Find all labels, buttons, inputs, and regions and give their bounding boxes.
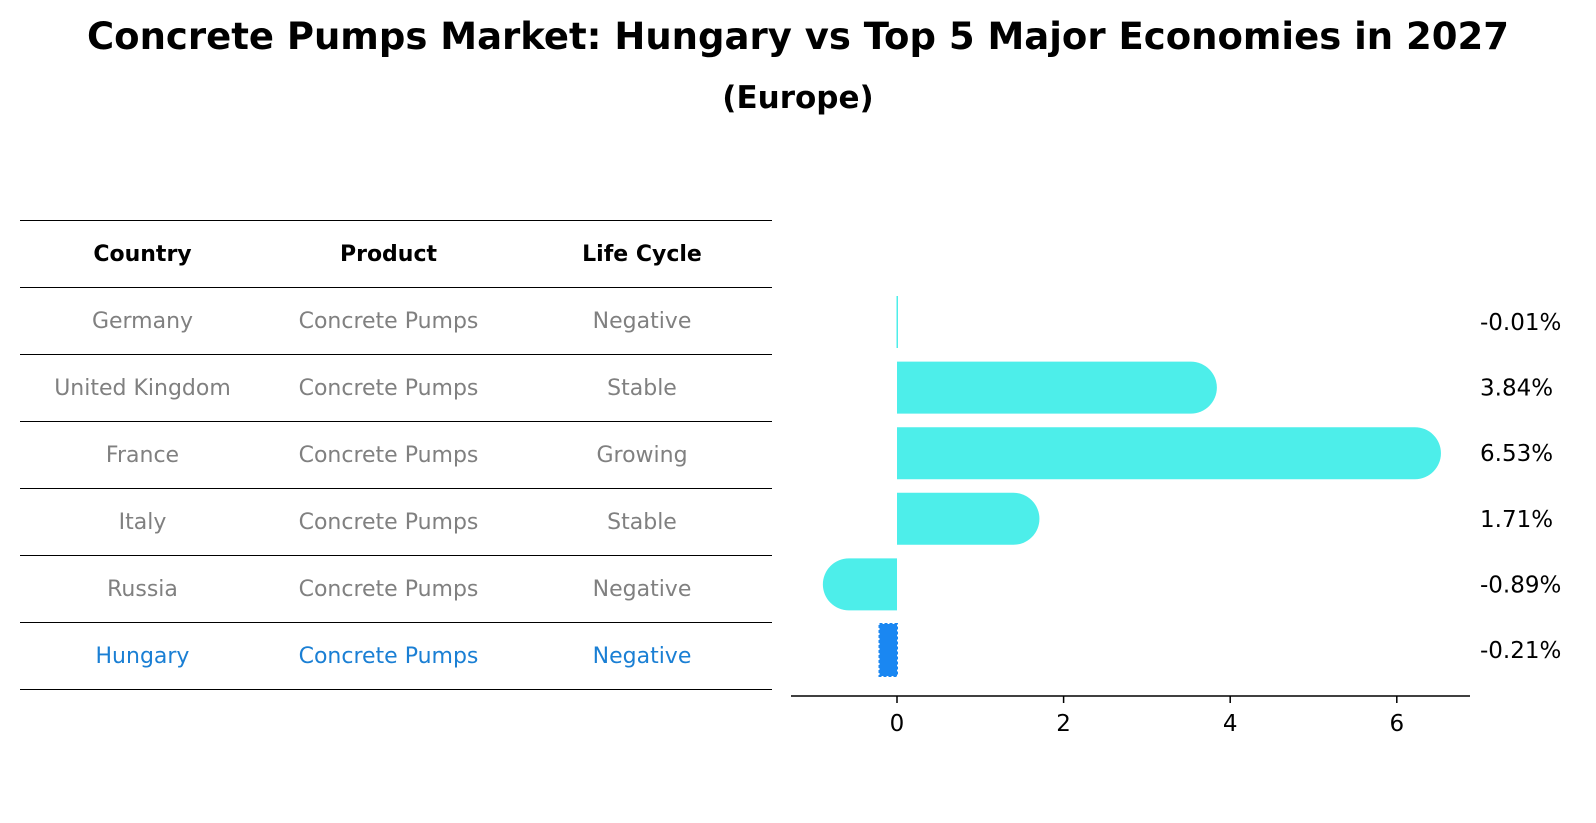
bar-hungary xyxy=(878,623,899,677)
cell-country: United Kingdom xyxy=(20,354,265,422)
x-tick-label: 6 xyxy=(1389,711,1404,737)
comparison-table: Country Product Life Cycle Germany Concr… xyxy=(20,220,772,690)
cell-life-cycle: Growing xyxy=(512,421,772,489)
bar-russia xyxy=(822,558,897,611)
cell-product: Concrete Pumps xyxy=(265,421,512,489)
table-row: France Concrete Pumps Growing xyxy=(20,421,772,489)
cell-life-cycle: Stable xyxy=(512,354,772,422)
data-label: -0.01% xyxy=(1480,310,1561,336)
cell-country: France xyxy=(20,421,265,489)
cell-life-cycle: Negative xyxy=(512,555,772,623)
data-label: 3.84% xyxy=(1480,376,1553,402)
table-row: Germany Concrete Pumps Negative xyxy=(20,287,772,355)
bar-italy xyxy=(897,492,1040,545)
cell-country: Germany xyxy=(20,287,265,355)
x-tick-label: 0 xyxy=(890,711,905,737)
column-header-life-cycle: Life Cycle xyxy=(512,220,772,288)
cell-life-cycle: Negative xyxy=(512,287,772,355)
table-row: Italy Concrete Pumps Stable xyxy=(20,488,772,556)
table-row: United Kingdom Concrete Pumps Stable xyxy=(20,354,772,422)
cell-product: Concrete Pumps xyxy=(265,488,512,556)
chart-subtitle: (Europe) xyxy=(722,80,874,116)
table-row: Russia Concrete Pumps Negative xyxy=(20,555,772,623)
cell-country: Russia xyxy=(20,555,265,623)
comparison-table-container: Country Product Life Cycle Germany Concr… xyxy=(20,220,772,690)
data-label: -0.89% xyxy=(1480,572,1561,598)
table-row-highlighted: Hungary Concrete Pumps Negative xyxy=(20,622,772,690)
cell-life-cycle: Negative xyxy=(512,622,772,690)
data-label: -0.21% xyxy=(1480,638,1561,664)
cell-product: Concrete Pumps xyxy=(265,354,512,422)
table-header-row: Country Product Life Cycle xyxy=(20,220,772,288)
cell-product: Concrete Pumps xyxy=(265,622,512,690)
data-label: 6.53% xyxy=(1480,441,1553,467)
column-header-country: Country xyxy=(20,220,265,288)
x-tick-label: 2 xyxy=(1056,711,1071,737)
cell-country: Hungary xyxy=(20,622,265,690)
cell-country: Italy xyxy=(20,488,265,556)
bar-france xyxy=(897,427,1441,480)
data-label: 1.71% xyxy=(1480,507,1553,533)
x-axis: 0 2 4 6 xyxy=(791,695,1470,737)
cell-product: Concrete Pumps xyxy=(265,555,512,623)
bar-germany xyxy=(896,296,898,348)
x-tick-label: 4 xyxy=(1223,711,1238,737)
chart-title: Concrete Pumps Market: Hungary vs Top 5 … xyxy=(87,15,1509,58)
column-header-product: Product xyxy=(265,220,512,288)
bar-united-kingdom xyxy=(897,361,1217,414)
cell-product: Concrete Pumps xyxy=(265,287,512,355)
bars-layer xyxy=(822,296,1441,677)
data-labels-layer: -0.01% 3.84% 6.53% 1.71% -0.89% -0.21% xyxy=(1480,310,1561,664)
cell-life-cycle: Stable xyxy=(512,488,772,556)
